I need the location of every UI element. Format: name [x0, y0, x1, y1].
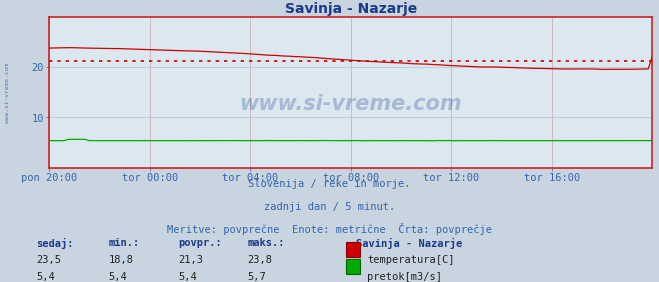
- Text: 5,4: 5,4: [109, 272, 127, 282]
- Text: 5,4: 5,4: [178, 272, 196, 282]
- Text: povpr.:: povpr.:: [178, 238, 221, 248]
- Text: temperatura[C]: temperatura[C]: [367, 255, 455, 265]
- Text: zadnji dan / 5 minut.: zadnji dan / 5 minut.: [264, 202, 395, 212]
- Text: Slovenija / reke in morje.: Slovenija / reke in morje.: [248, 179, 411, 189]
- Text: Meritve: povprečne  Enote: metrične  Črta: povprečje: Meritve: povprečne Enote: metrične Črta:…: [167, 223, 492, 235]
- Text: 21,3: 21,3: [178, 255, 203, 265]
- Text: pretok[m3/s]: pretok[m3/s]: [367, 272, 442, 282]
- Text: maks.:: maks.:: [247, 238, 285, 248]
- Text: www.si-vreme.com: www.si-vreme.com: [240, 94, 462, 114]
- Text: 23,8: 23,8: [247, 255, 272, 265]
- Text: 23,5: 23,5: [36, 255, 61, 265]
- Text: sedaj:: sedaj:: [36, 238, 74, 249]
- Title: Savinja - Nazarje: Savinja - Nazarje: [285, 2, 417, 16]
- Text: 5,4: 5,4: [36, 272, 55, 282]
- Text: 18,8: 18,8: [109, 255, 134, 265]
- Text: 5,7: 5,7: [247, 272, 266, 282]
- Text: www.si-vreme.com: www.si-vreme.com: [5, 63, 11, 123]
- Text: min.:: min.:: [109, 238, 140, 248]
- Text: Savinja - Nazarje: Savinja - Nazarje: [356, 238, 462, 249]
